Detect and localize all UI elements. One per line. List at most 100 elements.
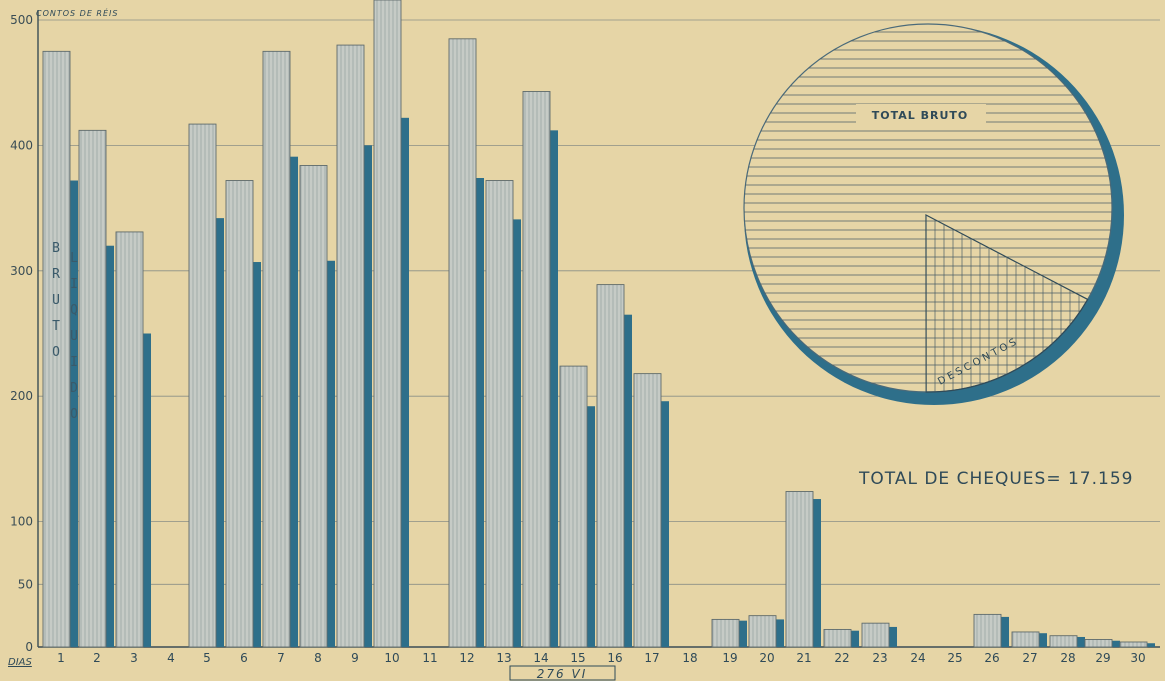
bar-bruto-7 (262, 50, 291, 648)
bar-liquido-16 (623, 314, 632, 647)
series-label-liquido-glyph: Q (70, 303, 78, 318)
y-tick-label: 300 (10, 264, 33, 278)
bar-liquido-21 (812, 499, 821, 647)
x-tick-label: 28 (1060, 651, 1075, 665)
bar-bruto-15 (559, 365, 588, 648)
bar-liquido-6 (252, 262, 261, 647)
bar-bruto-19 (711, 618, 740, 648)
x-tick-label: 7 (277, 651, 285, 665)
bar-liquido-13 (512, 219, 521, 648)
bar-bruto-21 (785, 491, 814, 648)
x-caption: DIAS (8, 657, 32, 668)
x-tick-label: 30 (1130, 651, 1145, 665)
bar-bruto-13 (485, 180, 514, 648)
x-tick-label: 9 (351, 651, 359, 665)
y-tick-label: 400 (10, 138, 33, 152)
series-label-bruto-glyph: U (52, 293, 60, 308)
x-tick-label: 6 (240, 651, 248, 665)
series-label-liquido-glyph: I (70, 277, 78, 292)
bar-liquido-26 (1000, 616, 1009, 647)
x-tick-label: 10 (384, 651, 399, 665)
x-tick-label: 13 (496, 651, 511, 665)
bar-bruto-12 (448, 38, 477, 648)
x-tick-label: 12 (459, 651, 474, 665)
bar-liquido-2 (105, 245, 114, 647)
x-tick-label: 2 (93, 651, 101, 665)
pie-total-label: TOTAL BRUTO (872, 109, 969, 122)
bar-liquido-14 (549, 130, 558, 648)
series-label-bruto-glyph: O (52, 345, 60, 360)
x-tick-label: 1 (57, 651, 65, 665)
bar-bruto-27 (1011, 631, 1040, 648)
x-tick-label: 25 (947, 651, 962, 665)
bar-bruto-2 (78, 129, 107, 648)
bar-bruto-14 (522, 91, 551, 648)
page-label-box: 276 VI (509, 665, 616, 681)
bar-liquido-17 (660, 401, 669, 647)
x-tick-label: 8 (314, 651, 322, 665)
bar-liquido-27 (1038, 633, 1047, 647)
x-tick-label: 19 (722, 651, 737, 665)
x-tick-label: 11 (422, 651, 437, 665)
bar-bruto-30 (1119, 641, 1148, 648)
bar-bruto-22 (823, 628, 852, 648)
bar-liquido-30 (1146, 643, 1155, 647)
bar-bruto-29 (1084, 639, 1113, 648)
bar-liquido-12 (475, 178, 484, 647)
y-tick-label: 200 (10, 389, 33, 403)
x-tick-label: 4 (167, 651, 175, 665)
x-tick-labels: 1 2 3 4 5 6 7 8 9 10 11 12 13 14 15 16 17 18 19 20 21 22 23 24 2… (57, 651, 1145, 665)
total-cheques: TOTAL DE CHEQUES= 17.159 (858, 469, 1133, 489)
series-label-liquido-glyph: U (70, 329, 78, 344)
bar-liquido-1 (69, 180, 78, 647)
series-label-bruto: BRUTO (52, 241, 60, 360)
bar-bruto-20 (748, 615, 777, 648)
x-tick-label: 24 (910, 651, 925, 665)
x-tick-label: 3 (130, 651, 138, 665)
x-tick-label: 5 (203, 651, 211, 665)
series-label-liquido-glyph: L (70, 251, 78, 266)
x-tick-label: 27 (1022, 651, 1037, 665)
bar-liquido-9 (363, 145, 372, 647)
bar-liquido-28 (1076, 636, 1085, 647)
x-tick-label: 18 (682, 651, 697, 665)
pie-face (743, 23, 1113, 393)
series-label-bruto-glyph: T (52, 319, 60, 334)
series-label-liquido-glyph: D (70, 381, 78, 396)
x-tick-label: 20 (759, 651, 774, 665)
series-label-liquido-glyph: O (70, 407, 78, 422)
bar-bruto-3 (115, 231, 144, 648)
bar-liquido-7 (289, 156, 298, 647)
bar-bruto-5 (188, 123, 217, 648)
bar-bruto-1 (42, 50, 71, 648)
page-label: 276 VI (537, 667, 587, 681)
bar-bruto-26 (973, 613, 1002, 648)
x-tick-label: 16 (607, 651, 622, 665)
bar-liquido-3 (142, 333, 151, 647)
bar-bruto-10 (373, 0, 402, 648)
bar-liquido-15 (586, 406, 595, 647)
bar-bruto-16 (596, 284, 625, 648)
series-label-bruto-glyph: B (52, 241, 60, 256)
series-label-bruto-glyph: R (52, 267, 60, 282)
bar-bruto-9 (336, 44, 365, 648)
bar-bruto-23 (861, 622, 890, 648)
bar-liquido-8 (326, 260, 335, 647)
x-tick-label: 15 (570, 651, 585, 665)
y-axis: 0 50 100 200 300 400 500 (10, 10, 1160, 654)
bar-liquido-23 (888, 626, 897, 647)
y-tick-label: 100 (10, 515, 33, 529)
x-tick-label: 26 (984, 651, 999, 665)
x-tick-label: 23 (872, 651, 887, 665)
bar-liquido-29 (1111, 640, 1120, 647)
x-tick-label: 21 (796, 651, 811, 665)
bar-liquido-10 (400, 117, 409, 647)
unit-label: CONTOS DE RÉIS (36, 7, 118, 18)
bar-bruto-8 (299, 165, 328, 648)
bar-liquido-5 (215, 218, 224, 647)
y-tick-label: 50 (18, 577, 33, 591)
x-tick-label: 22 (834, 651, 849, 665)
